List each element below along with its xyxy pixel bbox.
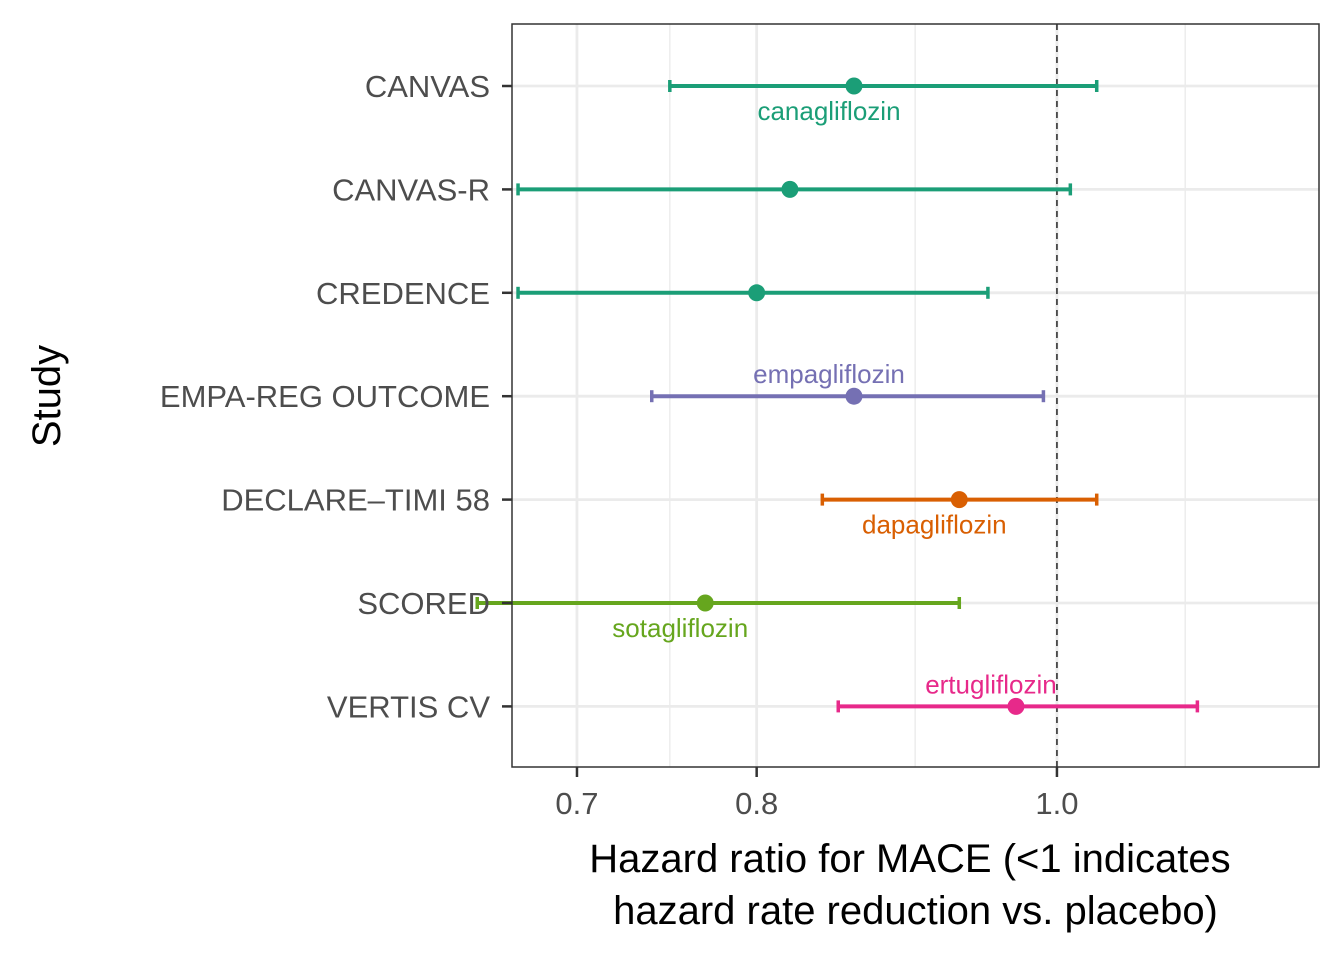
hr-point	[845, 77, 863, 95]
study-row: dapagliflozin	[820, 491, 1099, 540]
study-row: ertugliflozin	[836, 669, 1200, 715]
x-axis: 0.7 0.8 1.0	[555, 767, 1078, 821]
drug-label: canagliflozin	[757, 96, 900, 126]
y-tick-label: SCORED	[357, 586, 490, 621]
hr-point	[748, 284, 766, 302]
study-row	[516, 284, 990, 302]
study-row	[516, 180, 1073, 198]
data-series: canagliflozin empagliflozin dapagliflozin s…	[475, 77, 1200, 715]
study-row: sotagliflozin	[475, 594, 962, 643]
y-tick-label: CREDENCE	[316, 276, 490, 311]
hr-point	[845, 387, 863, 405]
drug-label: dapagliflozin	[862, 510, 1007, 540]
x-axis-title-line-1: Hazard ratio for MACE (<1 indicates	[589, 837, 1230, 881]
y-tick-label: EMPA-REG OUTCOME	[160, 379, 490, 414]
y-tick-label: CANVAS-R	[332, 172, 490, 207]
drug-label: empagliflozin	[753, 359, 905, 389]
hr-point	[781, 180, 799, 198]
hr-point	[696, 594, 714, 612]
y-tick-label: CANVAS	[365, 69, 490, 104]
x-axis-title-line-2: hazard rate reduction vs. placebo)	[613, 889, 1218, 933]
y-axis-title: Study	[25, 345, 69, 447]
y-axis: CANVAS CANVAS-R CREDENCE EMPA-REG OUTCOME DE…	[160, 69, 512, 724]
x-tick-label: 0.8	[735, 786, 778, 821]
drug-label: ertugliflozin	[925, 669, 1057, 699]
x-tick-label: 1.0	[1035, 786, 1078, 821]
drug-label: sotagliflozin	[612, 613, 748, 643]
x-axis-title: Hazard ratio for MACE (<1 indicates haza…	[589, 837, 1242, 933]
hr-point	[1007, 697, 1025, 715]
hr-point	[950, 491, 968, 509]
x-tick-label: 0.7	[555, 786, 598, 821]
study-row: empagliflozin	[650, 359, 1046, 405]
y-tick-label: DECLARE–TIMI 58	[221, 483, 490, 518]
y-tick-label: VERTIS CV	[327, 689, 490, 724]
study-row: canagliflozin	[668, 77, 1099, 126]
